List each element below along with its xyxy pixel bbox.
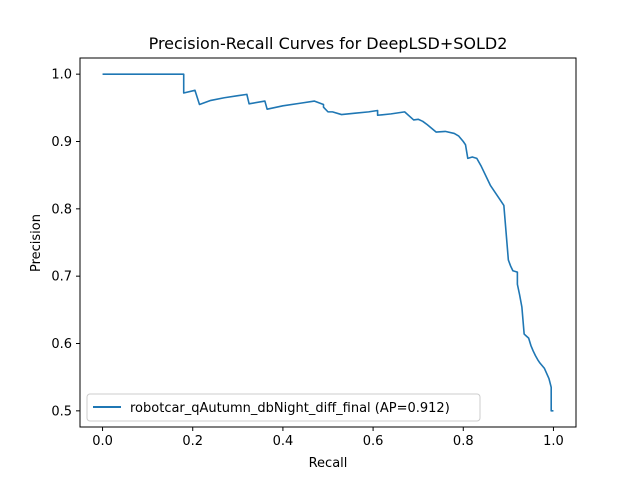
y-tick-label: 0.9 bbox=[51, 135, 72, 150]
x-tick-label: 0.6 bbox=[363, 434, 384, 449]
y-axis: 0.5 0.6 0.7 0.8 0.9 1.0 bbox=[51, 68, 80, 419]
y-tick-label: 0.8 bbox=[51, 202, 72, 217]
x-tick-label: 0.8 bbox=[453, 434, 474, 449]
x-axis: 0.0 0.2 0.4 0.6 0.8 1.0 bbox=[92, 427, 564, 449]
y-axis-title: Precision bbox=[29, 214, 44, 272]
x-tick-label: 0.4 bbox=[273, 434, 294, 449]
y-tick-label: 0.6 bbox=[51, 337, 72, 352]
x-axis-title: Recall bbox=[309, 456, 348, 471]
series-line bbox=[102, 73, 554, 412]
legend: robotcar_qAutumn_dbNight_diff_final (AP=… bbox=[86, 393, 481, 422]
x-tick-label: 0.2 bbox=[182, 434, 203, 449]
y-tick-label: 0.7 bbox=[51, 270, 72, 285]
legend-label: robotcar_qAutumn_dbNight_diff_final (AP=… bbox=[130, 401, 450, 416]
x-tick-label: 1.0 bbox=[543, 434, 564, 449]
x-tick-label: 0.0 bbox=[92, 434, 113, 449]
plot-frame bbox=[79, 57, 577, 428]
y-tick-label: 1.0 bbox=[51, 68, 72, 83]
legend-box bbox=[86, 393, 481, 422]
y-tick-label: 0.5 bbox=[51, 404, 72, 419]
plot-area bbox=[102, 73, 554, 412]
chart-title: Precision-Recall Curves for DeepLSD+SOLD… bbox=[149, 34, 508, 53]
